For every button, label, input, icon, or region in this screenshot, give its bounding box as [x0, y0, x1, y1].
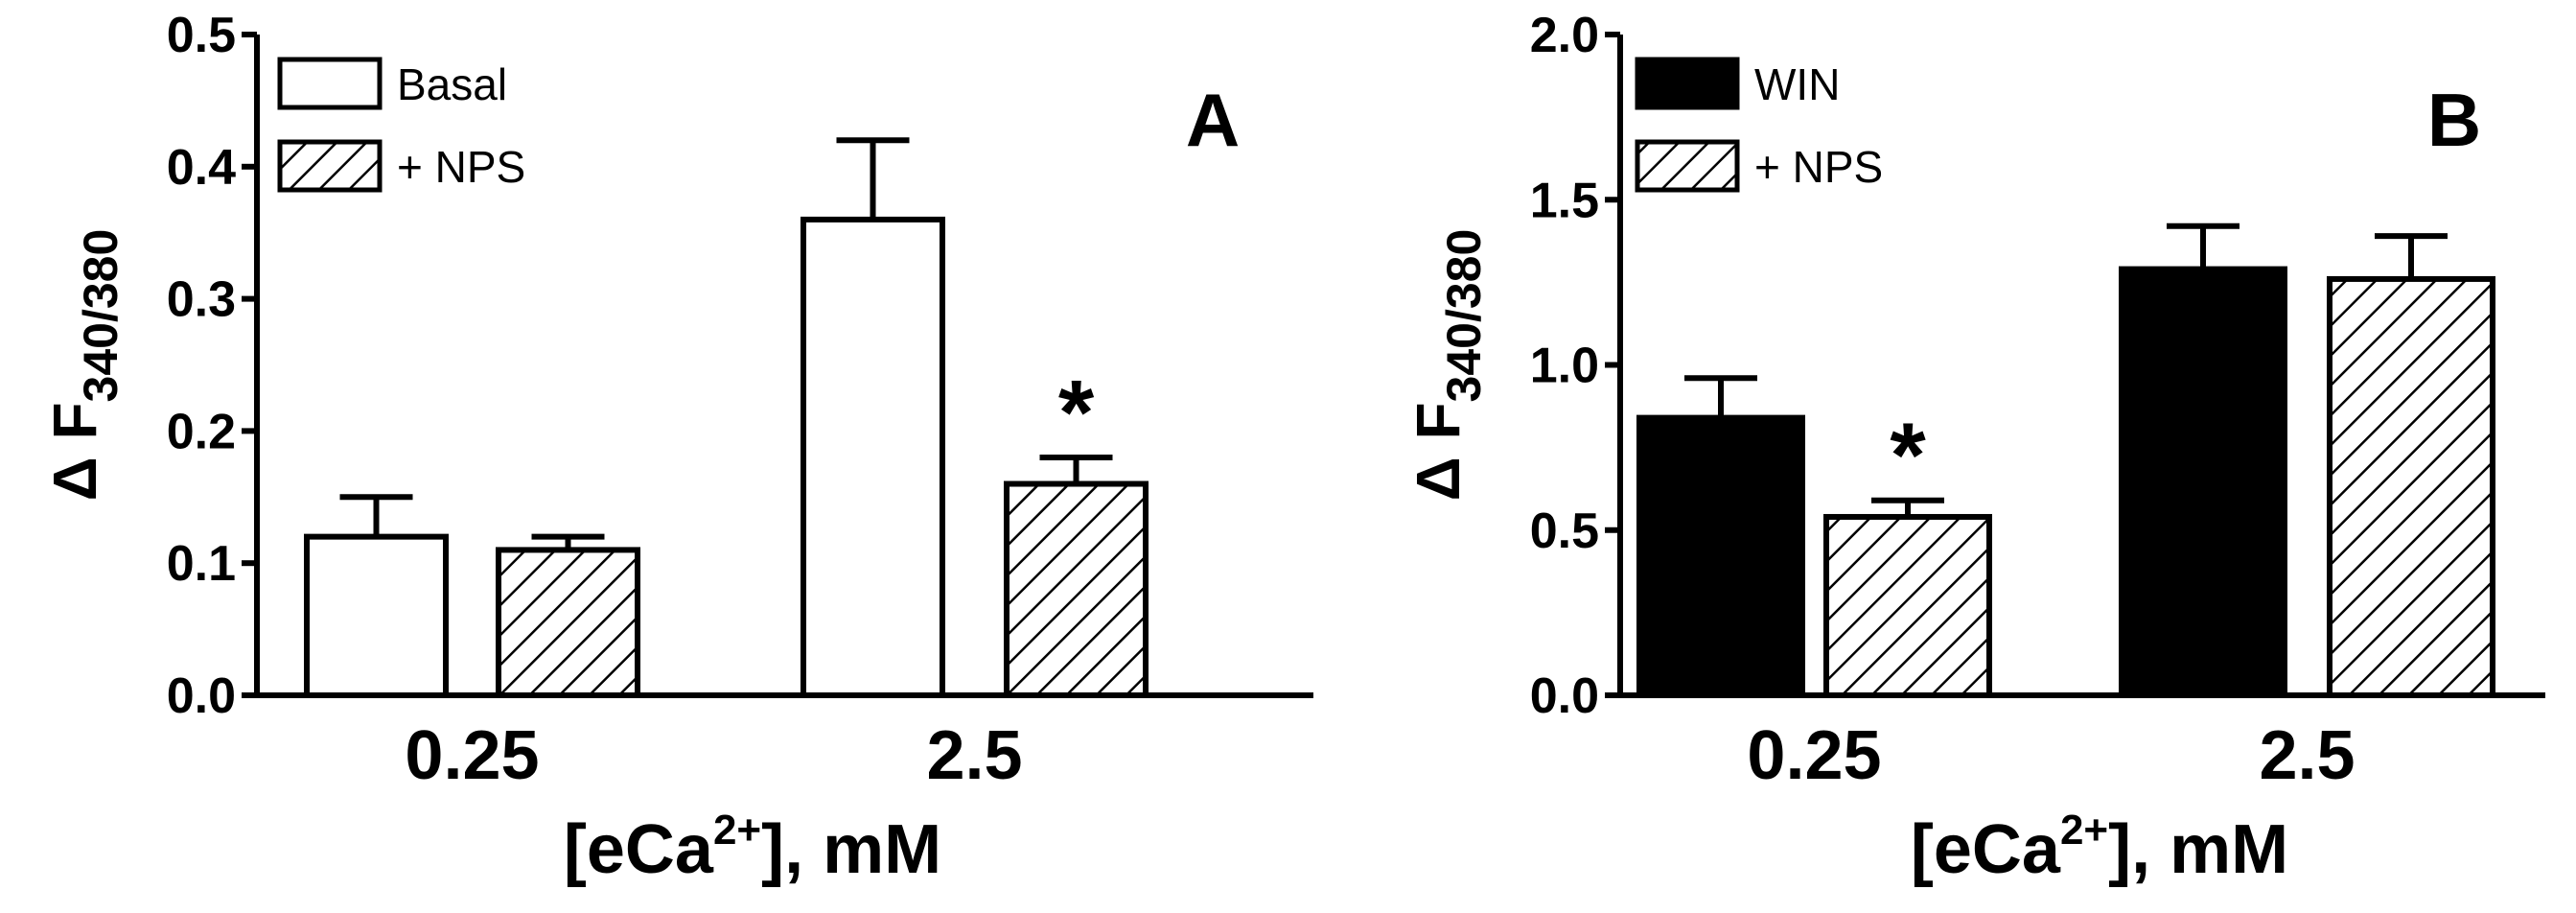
- legend-swatch: [277, 139, 383, 193]
- panel-letter: A: [1186, 78, 1240, 162]
- x-axis-label-main: [eCa: [564, 811, 714, 888]
- x-axis-label-sup: 2+: [713, 807, 761, 854]
- y-tick-label: 0.0: [1530, 668, 1599, 724]
- y-tick-label: 0.1: [167, 536, 236, 592]
- significance-mark: *: [1890, 405, 1926, 507]
- y-tick-label: 0.5: [1530, 503, 1599, 559]
- y-axis-label: Δ F340/380: [40, 229, 128, 502]
- x-axis-label-main: [eCa: [1911, 811, 2061, 888]
- category-label: 2.5: [926, 717, 1022, 794]
- panel-b: 0.0 0.5 1.0 1.5 2.0 * 0.25 2.5 [eCa2+], mM Δ F340…: [1404, 8, 2545, 888]
- legend-entry: Basal: [397, 59, 507, 109]
- y-tick-label: 0.2: [167, 404, 236, 459]
- y-tick-label: 0.5: [167, 8, 236, 63]
- legend-swatch: [277, 57, 383, 110]
- bar: [2119, 266, 2287, 698]
- bar: [801, 216, 945, 698]
- y-tick-label: 1.5: [1530, 173, 1599, 228]
- x-axis-label-tail: ], mM: [2108, 811, 2288, 888]
- legend-swatch: [1635, 139, 1740, 193]
- category-label: 2.5: [2259, 717, 2355, 794]
- y-tick-label: 1.0: [1530, 339, 1599, 394]
- bar: [1823, 513, 1992, 698]
- legend-entry: WIN: [1754, 59, 1840, 109]
- y-axis-label-main: Δ F: [40, 402, 109, 501]
- bar: [304, 533, 449, 699]
- category-label: 0.25: [1747, 717, 1881, 794]
- significance-mark: *: [1058, 362, 1095, 464]
- x-axis-label: [eCa2+], mM: [1911, 807, 2288, 888]
- panel-letter: B: [2427, 78, 2481, 162]
- bar: [1004, 480, 1149, 698]
- bar: [496, 547, 640, 698]
- legend-entry: + NPS: [1754, 142, 1883, 192]
- y-axis-label: Δ F340/380: [1404, 229, 1491, 502]
- y-axis-label-sub: 340/380: [1437, 229, 1491, 403]
- bar: [1636, 414, 1805, 698]
- y-tick-label: 0.3: [167, 272, 236, 328]
- legend-swatch: [1635, 57, 1740, 110]
- legend-entry: + NPS: [397, 142, 525, 192]
- y-axis-label-main: Δ F: [1404, 402, 1473, 501]
- bar: [2327, 275, 2495, 698]
- category-label: 0.25: [405, 717, 539, 794]
- y-tick-label: 2.0: [1530, 8, 1599, 63]
- x-axis-label: [eCa2+], mM: [564, 807, 941, 888]
- y-tick-label: 0.0: [167, 668, 236, 724]
- y-axis-label-sub: 340/380: [74, 229, 128, 403]
- x-axis-label-sup: 2+: [2060, 807, 2108, 854]
- x-axis-label-tail: ], mM: [761, 811, 941, 888]
- y-tick-label: 0.4: [167, 140, 236, 196]
- panel-a: 0.0 0.1 0.2 0.3 0.4 0.5 0.25 * 2.5 [eCa2+], mM Δ F…: [40, 8, 1313, 888]
